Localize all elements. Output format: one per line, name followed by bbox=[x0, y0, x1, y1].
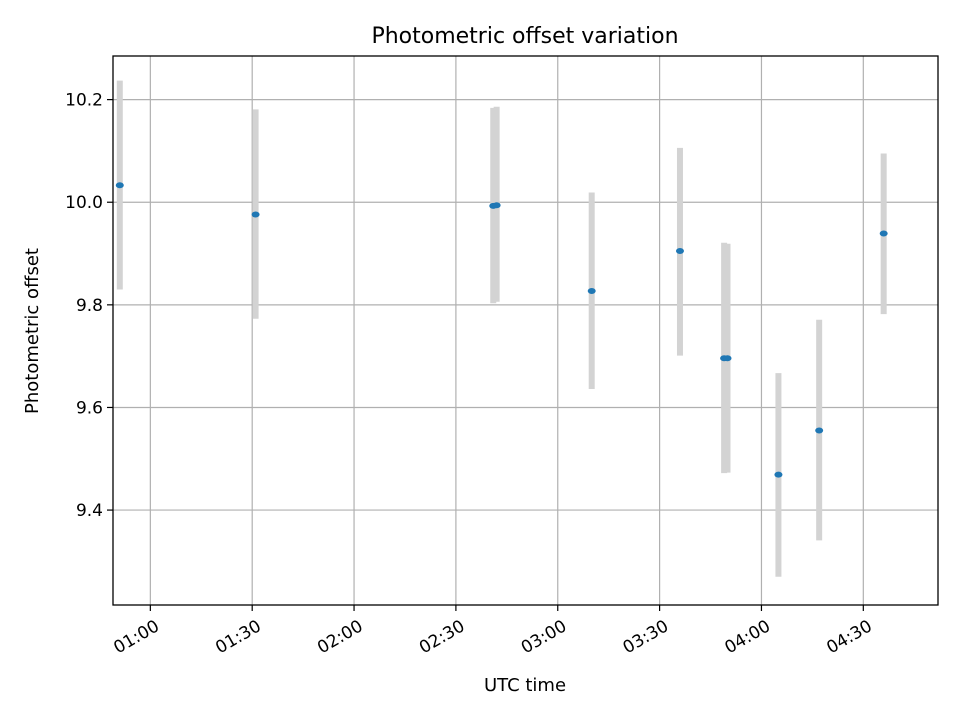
data-point bbox=[675, 247, 684, 254]
data-point bbox=[774, 471, 783, 478]
y-tick-label: 9.8 bbox=[76, 296, 103, 316]
y-tick-label: 9.6 bbox=[76, 398, 103, 418]
data-point bbox=[815, 427, 824, 434]
y-axis-label: Photometric offset bbox=[22, 248, 43, 414]
data-point bbox=[492, 202, 501, 209]
y-tick-label: 10.2 bbox=[65, 91, 103, 111]
plot-frame bbox=[112, 55, 939, 606]
data-point bbox=[879, 230, 888, 237]
y-axis: 9.4 9.6 9.8 10.0 10.2 bbox=[65, 91, 113, 521]
data-point bbox=[115, 182, 124, 189]
data-point bbox=[251, 211, 260, 218]
data-point bbox=[587, 287, 596, 294]
y-tick-label: 10.0 bbox=[65, 193, 103, 213]
x-axis-label: UTC time bbox=[484, 675, 566, 696]
grid-layer bbox=[113, 56, 938, 605]
y-tick-label: 9.4 bbox=[76, 501, 103, 521]
chart-title: Photometric offset variation bbox=[371, 24, 678, 49]
point-layer bbox=[115, 182, 888, 478]
data-point bbox=[723, 355, 732, 362]
